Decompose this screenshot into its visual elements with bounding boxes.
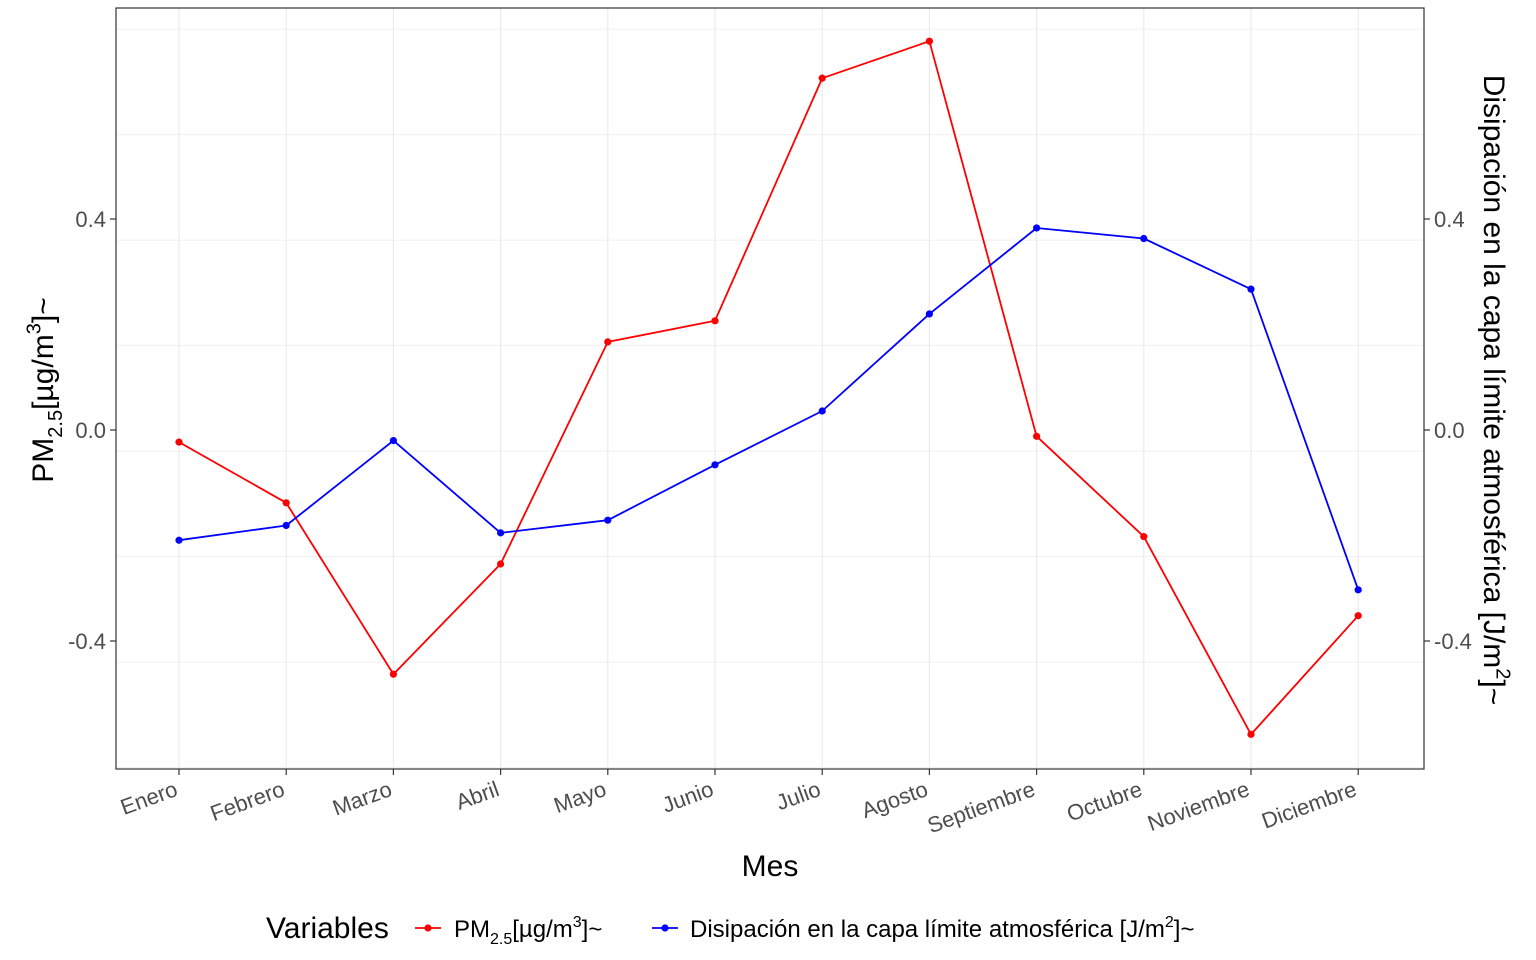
legend-label: Disipación en la capa límite atmosférica… [690,914,1194,943]
data-point-bld [818,407,826,415]
y-axis-right-title: Disipación en la capa límite atmosférica… [1477,75,1514,706]
y-axis-left-title: PM2.5[µg/m3]~ [23,297,67,482]
data-point-pm25 [1247,730,1255,738]
grid-major [178,8,1359,769]
data-point-pm25 [711,317,719,325]
y-right-tick-label: -0.4 [1434,629,1472,654]
legend-item-pm25: PM2.5[µg/m3]~ [415,914,602,948]
data-point-pm25 [1033,432,1041,440]
legend-title: Variables [266,912,389,945]
data-point-pm25 [1354,612,1362,620]
legend-key-point [661,924,669,932]
data-point-pm25 [282,499,290,507]
data-point-pm25 [175,438,183,446]
axis-ticks [110,218,1430,775]
data-point-bld [389,436,397,445]
data-point-bld [1354,586,1362,594]
data-point-bld [1247,285,1255,293]
x-axis-title: Mes [742,850,799,883]
data-point-bld [1140,234,1148,243]
data-point-bld [604,516,612,524]
data-point-bld [1033,224,1041,232]
y-axis-right-tick-labels: -0.4 0.0 0.4 [1434,207,1472,654]
data-point-bld [497,529,505,537]
data-point-bld [175,536,183,544]
data-point-bld [925,310,934,318]
data-point-pm25 [497,560,505,568]
y-right-tick-label: 0.0 [1434,418,1465,443]
data-point-pm25 [818,74,826,82]
legend: Variables PM2.5[µg/m3]~ Disipación en la c… [266,912,1194,948]
series-line-bld [178,227,1360,591]
grid-minor [116,28,1424,768]
y-left-tick-label: -0.4 [68,629,106,654]
series-pm25 [175,37,1362,738]
y-right-tick-label: 0.4 [1434,207,1465,232]
legend-item-bld: Disipación en la capa límite atmosférica… [652,914,1194,943]
series-layer [175,37,1362,738]
legend-label: PM2.5[µg/m3]~ [454,914,602,948]
plot-panel-border [115,7,1425,770]
series-line-pm25 [178,40,1359,736]
series-bld [175,224,1362,594]
data-point-bld [711,461,719,469]
y-left-tick-label: 0.0 [75,418,106,443]
data-point-pm25 [389,670,397,678]
data-point-pm25 [925,37,934,45]
data-point-bld [282,521,290,530]
data-point-pm25 [1140,532,1148,541]
y-left-tick-label: 0.4 [75,207,106,232]
data-point-pm25 [604,338,612,346]
legend-key-point [424,924,432,932]
y-axis-left-tick-labels: -0.4 0.0 0.4 [68,207,106,654]
